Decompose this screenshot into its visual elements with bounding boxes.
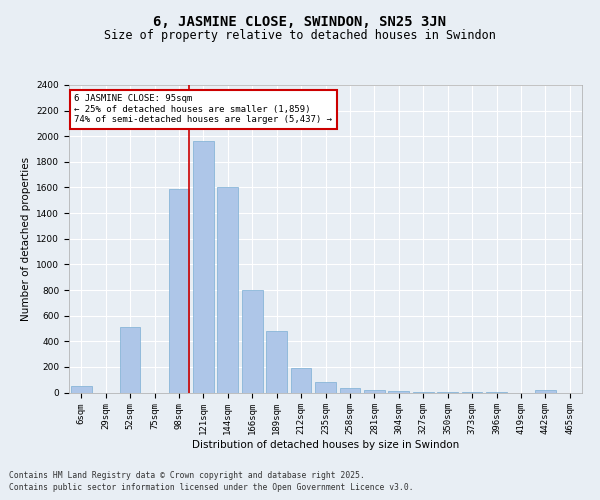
Bar — [169, 189, 190, 392]
Bar — [71, 386, 92, 392]
Text: Contains public sector information licensed under the Open Government Licence v3: Contains public sector information licen… — [9, 483, 413, 492]
Bar — [315, 382, 336, 392]
Bar — [388, 391, 409, 392]
Y-axis label: Number of detached properties: Number of detached properties — [21, 156, 31, 321]
Bar — [266, 331, 287, 392]
Bar — [290, 368, 311, 392]
Text: 6 JASMINE CLOSE: 95sqm
← 25% of detached houses are smaller (1,859)
74% of semi-: 6 JASMINE CLOSE: 95sqm ← 25% of detached… — [74, 94, 332, 124]
Bar — [193, 142, 214, 392]
X-axis label: Distribution of detached houses by size in Swindon: Distribution of detached houses by size … — [192, 440, 459, 450]
Bar — [364, 390, 385, 392]
Bar — [535, 390, 556, 392]
Text: Size of property relative to detached houses in Swindon: Size of property relative to detached ho… — [104, 28, 496, 42]
Bar — [242, 290, 263, 392]
Bar — [119, 327, 140, 392]
Bar — [340, 388, 361, 392]
Text: 6, JASMINE CLOSE, SWINDON, SN25 3JN: 6, JASMINE CLOSE, SWINDON, SN25 3JN — [154, 16, 446, 30]
Text: Contains HM Land Registry data © Crown copyright and database right 2025.: Contains HM Land Registry data © Crown c… — [9, 472, 365, 480]
Bar — [217, 188, 238, 392]
